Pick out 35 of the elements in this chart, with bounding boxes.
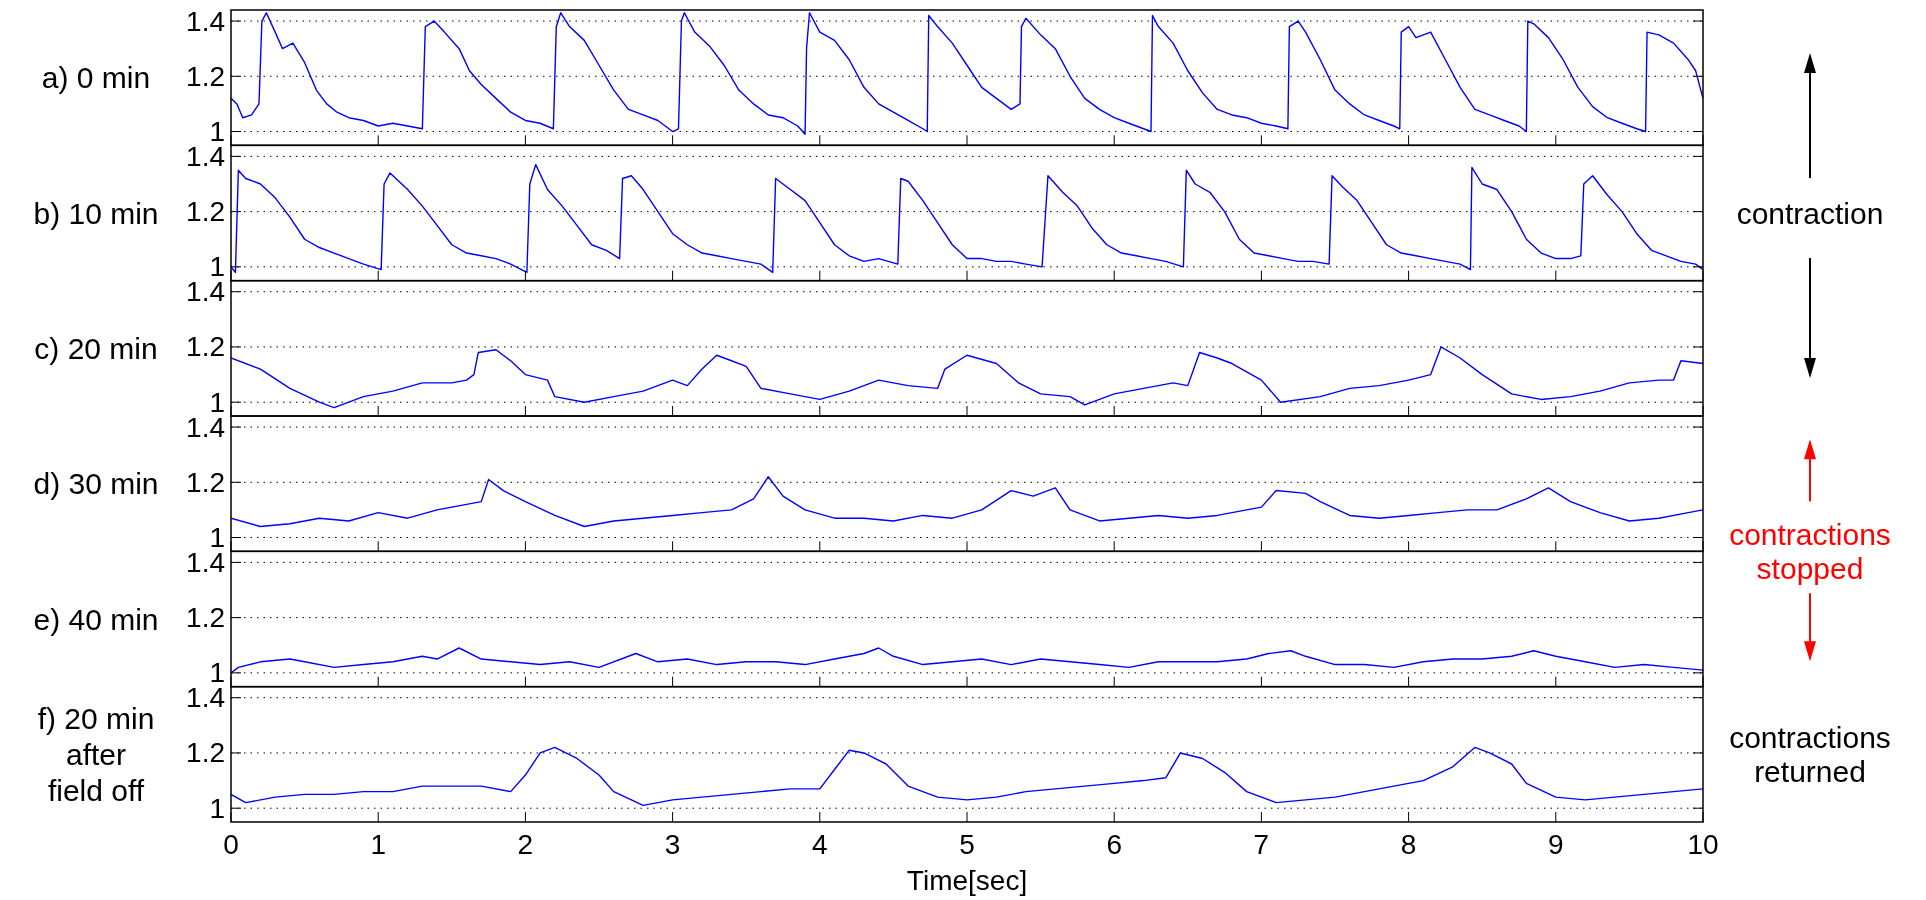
text: contractions stopped <box>1729 517 1891 585</box>
y-tick-label: 1.2 <box>186 737 225 769</box>
y-axis-title: c) 20 min <box>34 331 158 365</box>
y-axis-title: d) 30 min <box>33 467 159 501</box>
x-tick-label: 8 <box>1400 829 1417 860</box>
y-axis-title: b) 10 min <box>33 196 159 230</box>
x-tick-label: 6 <box>1106 829 1122 860</box>
x-tick-label: 4 <box>812 829 828 860</box>
y-axis-title: a) 0 min <box>41 61 151 95</box>
x-tick-label: 10 <box>1687 829 1719 860</box>
x-tick-label: 9 <box>1548 829 1564 860</box>
y-tick-label: 1.2 <box>186 466 225 498</box>
x-tick-label: 1 <box>370 829 386 860</box>
line-series <box>231 163 1703 274</box>
x-tick-label: 7 <box>1253 829 1270 860</box>
line-series <box>231 647 1703 674</box>
y-tick-label: 1.2 <box>186 60 225 92</box>
y-axis-title: e) 40 min <box>33 602 159 636</box>
line-series <box>231 746 1703 807</box>
line-series <box>231 12 1703 135</box>
x-tick-label: 3 <box>664 829 681 860</box>
x-tick-label: 5 <box>959 829 975 860</box>
y-tick-label: 1.2 <box>186 331 225 363</box>
x-tick-label: 0 <box>223 829 239 860</box>
y-tick-label: 1.2 <box>186 196 225 228</box>
y-tick-label: 1.4 <box>186 5 225 37</box>
x-tick-label: 2 <box>517 829 534 860</box>
line-series <box>231 476 1703 528</box>
y-tick-label: 1 <box>209 792 225 824</box>
text: contraction <box>1736 196 1884 230</box>
text: contractions returned <box>1729 720 1891 788</box>
y-axis-title: f) 20 min after field off <box>37 701 155 807</box>
y-tick-label: 1.2 <box>186 602 225 634</box>
line-series <box>231 346 1703 409</box>
x-axis-title: Time[sec] <box>906 865 1028 896</box>
